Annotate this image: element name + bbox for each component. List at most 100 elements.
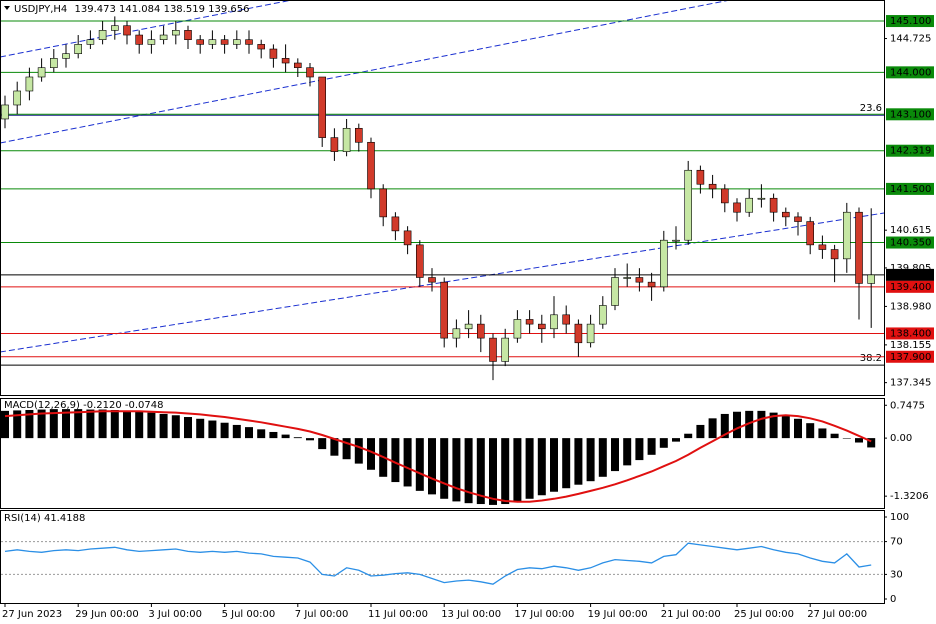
- candle-body: [464, 323, 473, 330]
- y-tick-label: 0.00: [890, 433, 912, 444]
- candle-body: [611, 277, 619, 306]
- fib-label: 23.6: [860, 103, 882, 114]
- candle-body: [623, 277, 632, 279]
- candle-body: [403, 230, 412, 246]
- ohlc-open: 139.473: [74, 4, 115, 15]
- macd-frame: [0, 398, 885, 509]
- macd-bar: [550, 438, 558, 492]
- macd-bar: [25, 409, 34, 439]
- candle-body: [172, 30, 180, 36]
- macd-bar: [513, 438, 522, 502]
- ohlc-high: 141.084: [119, 4, 160, 15]
- candle-body: [598, 305, 607, 325]
- macd-bar: [147, 412, 156, 439]
- macd-bar: [708, 418, 717, 439]
- level-box: [886, 182, 934, 195]
- macd-bar: [696, 424, 705, 439]
- candle-body: [25, 76, 34, 92]
- candle-body: [537, 323, 546, 330]
- x-tick-label: 5 Jul 00:00: [222, 609, 276, 620]
- level-box: [886, 108, 934, 121]
- candle-body: [830, 249, 839, 260]
- macd-bar: [623, 438, 632, 466]
- macd-bar: [586, 438, 595, 482]
- macd-label: MACD(12,26,9) -0.2120 -0.0748: [4, 400, 164, 411]
- candle-body: [379, 188, 388, 218]
- macd-bar: [208, 420, 217, 439]
- macd-bar: [733, 411, 741, 439]
- candle-body: [550, 314, 558, 330]
- candle-body: [245, 39, 253, 45]
- candle-body: [647, 281, 656, 288]
- macd-bar: [806, 423, 815, 439]
- candle-body: [159, 34, 168, 41]
- x-tick-label: 3 Jul 00:00: [148, 609, 202, 620]
- level-box: [886, 327, 934, 340]
- candle-body: [428, 277, 436, 283]
- candle-body: [659, 239, 668, 288]
- candle-body: [733, 202, 741, 213]
- candle-body: [1, 104, 9, 120]
- candle-body: [476, 323, 485, 339]
- level-label: 142.319: [890, 146, 931, 157]
- macd-bar: [415, 438, 424, 491]
- candle-body: [794, 216, 802, 222]
- macd-bar: [720, 413, 729, 439]
- rsi-label: RSI(14) 41.4188: [4, 513, 85, 524]
- candle-body: [208, 39, 217, 45]
- candle-body: [842, 211, 851, 260]
- fib-label: 38.2: [860, 353, 882, 364]
- candle-body: [635, 277, 644, 283]
- macd-bar: [245, 427, 253, 439]
- candle-body: [708, 183, 717, 190]
- y-tick-label: 0: [890, 594, 896, 605]
- macd-bar: [354, 438, 363, 464]
- level-label: 145.100: [890, 16, 931, 27]
- level-label: 139.400: [890, 282, 931, 293]
- candle-body: [367, 141, 375, 190]
- x-tick-label: 21 Jul 00:00: [661, 609, 721, 620]
- candle-body: [342, 127, 351, 152]
- x-tick-label: 27 Jul 00:00: [807, 609, 867, 620]
- macd-bar: [86, 409, 95, 439]
- macd-bar: [489, 438, 497, 505]
- candle-body: [562, 314, 571, 325]
- x-tick-label: 25 Jul 00:00: [734, 609, 794, 620]
- macd-bar: [62, 409, 70, 439]
- macd-bar: [281, 434, 290, 439]
- macd-bar: [818, 428, 827, 439]
- level-box: [886, 350, 934, 363]
- main-frame: [0, 0, 885, 396]
- candle-body: [513, 319, 522, 339]
- trendline: [0, 0, 293, 58]
- macd-bar: [318, 438, 327, 450]
- candle-body: [318, 76, 327, 138]
- candle-body: [196, 39, 204, 45]
- level-label: 137.900: [890, 352, 931, 363]
- level-label: 143.100: [890, 109, 931, 120]
- candle-body: [672, 239, 680, 242]
- x-tick-label: 27 Jun 2023: [2, 609, 62, 620]
- candle-body: [745, 197, 754, 213]
- macd-bar: [537, 438, 546, 496]
- candle-body: [440, 281, 449, 339]
- y-tick-label: 30: [890, 569, 903, 580]
- macd-bar: [159, 413, 168, 439]
- candle-body: [354, 127, 363, 143]
- candle-body: [111, 25, 119, 31]
- macd-bar: [842, 438, 851, 439]
- macd-bar: [342, 438, 351, 460]
- y-tick-label: 144.725: [890, 34, 931, 45]
- y-tick-label: 138.155: [890, 340, 931, 351]
- candle-body: [501, 337, 510, 362]
- y-tick-label: 140.615: [890, 225, 931, 236]
- level-label: 144.000: [890, 67, 931, 78]
- candle-body: [818, 244, 827, 250]
- macd-bar: [171, 415, 180, 439]
- candle-body: [415, 244, 424, 278]
- macd-bar: [867, 438, 876, 448]
- macd-bar: [562, 438, 571, 489]
- trendline: [0, 0, 731, 144]
